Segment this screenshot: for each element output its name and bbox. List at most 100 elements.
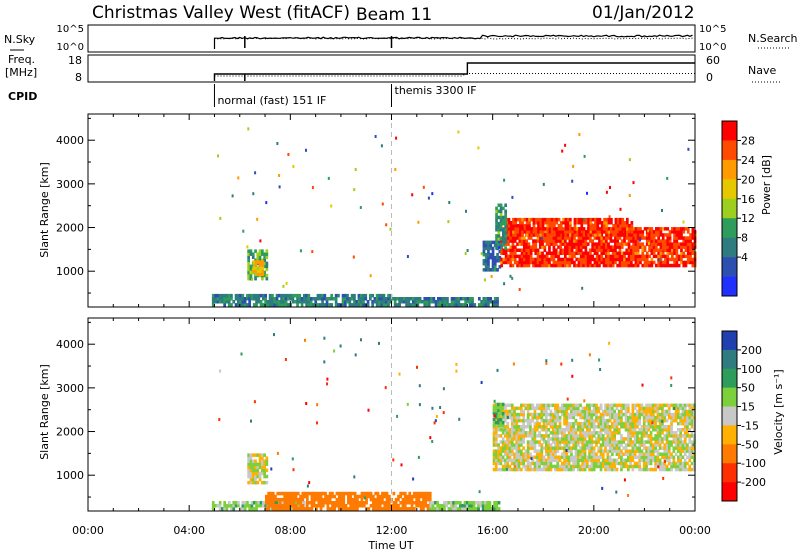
power-cell-1-57 bbox=[443, 303, 447, 307]
velocity-cell-4-1325 bbox=[656, 428, 660, 432]
power-cell-6-73 bbox=[537, 230, 540, 234]
velocity-cell-1-281 bbox=[397, 507, 400, 511]
power-cell-5-519 bbox=[609, 260, 613, 265]
velocity-cell-4-943 bbox=[608, 443, 612, 447]
power-cell-4-57 bbox=[498, 259, 502, 263]
velocity-cell-4-100 bbox=[504, 434, 507, 438]
velocity-cell-1-300 bbox=[406, 507, 409, 511]
velocity-cell-1-151 bbox=[333, 494, 336, 499]
velocity-cell-4-952 bbox=[608, 412, 612, 417]
velocity-cell-1-177 bbox=[347, 507, 350, 511]
velocity-cell-3-25 bbox=[251, 462, 255, 466]
power-cell-4-61 bbox=[498, 240, 502, 245]
velocity-cell-4-1530 bbox=[683, 452, 687, 456]
power-cell-6-29 bbox=[516, 233, 520, 237]
power-speck-61 bbox=[591, 223, 594, 227]
velocity-cell-4-697 bbox=[579, 455, 582, 459]
velocity-cell-4-1503 bbox=[679, 421, 682, 426]
power-cell-0-228 bbox=[375, 297, 379, 301]
power-cell-4-2 bbox=[482, 259, 486, 263]
velocity-cell-4-457 bbox=[549, 449, 553, 453]
velocity-cell-1-19 bbox=[271, 494, 275, 499]
power-cell-5-701 bbox=[645, 227, 649, 231]
power-cell-5-617 bbox=[630, 257, 633, 262]
power-speck-8 bbox=[285, 281, 288, 285]
velocity-cell-4-130 bbox=[508, 467, 512, 472]
power-cell-3-15 bbox=[259, 266, 262, 270]
velocity-cell-4-1438 bbox=[670, 412, 673, 417]
power-cell-5-719 bbox=[650, 242, 654, 246]
velocity-cell-4-966 bbox=[611, 434, 614, 438]
velocity-colorbar-title: Velocity [m s⁻¹] bbox=[772, 369, 785, 454]
velocity-cell-4-1227 bbox=[645, 446, 648, 450]
velocity-cell-4-397 bbox=[542, 464, 546, 469]
velocity-cell-4-385 bbox=[540, 443, 544, 447]
velocity-cell-4-559 bbox=[563, 464, 566, 469]
power-cell-5-1 bbox=[500, 260, 503, 265]
velocity-cell-4-875 bbox=[599, 421, 603, 426]
velocity-cell-4-350 bbox=[535, 449, 539, 453]
power-cell-1-43 bbox=[430, 297, 433, 301]
velocity-cell-4-1181 bbox=[638, 412, 641, 417]
velocity-speck-9 bbox=[417, 455, 420, 459]
velocity-cell-4-107 bbox=[504, 409, 507, 414]
velocity-cell-1-122 bbox=[319, 497, 323, 502]
velocity-cell-4-522 bbox=[556, 415, 560, 420]
velocity-cell-5-24 bbox=[499, 402, 503, 407]
power-cell-5-207 bbox=[543, 245, 547, 249]
power-cell-5-815 bbox=[671, 248, 674, 252]
velocity-cell-4-882 bbox=[601, 461, 605, 466]
velocity-cell-4-1334 bbox=[658, 464, 662, 469]
velocity-cell-4-20 bbox=[494, 461, 498, 466]
velocity-cell-4-147 bbox=[510, 467, 514, 472]
power-cell-0-42 bbox=[241, 303, 245, 307]
velocity-cell-4-42 bbox=[497, 452, 500, 456]
power-ytick-label-2: 3000 bbox=[56, 178, 84, 191]
velocity-cell-1-190 bbox=[351, 501, 355, 505]
power-cell-7-32 bbox=[499, 209, 503, 214]
velocity-cell-4-232 bbox=[520, 440, 523, 444]
velocity-cell-4-302 bbox=[529, 431, 532, 435]
velocity-cell-1-213 bbox=[362, 501, 366, 505]
velocity-cell-1-182 bbox=[349, 507, 352, 511]
power-speck-20 bbox=[480, 252, 483, 256]
velocity-cell-4-1068 bbox=[624, 418, 628, 423]
velocity-cell-4-1295 bbox=[654, 467, 657, 472]
power-cell-5-321 bbox=[568, 257, 572, 262]
velocity-cell-4-786 bbox=[588, 415, 591, 420]
velocity-cell-4-128 bbox=[506, 409, 509, 414]
velocity-cell-4-317 bbox=[531, 437, 535, 441]
power-cell-6-70 bbox=[534, 221, 538, 225]
power-cell-6-93 bbox=[546, 233, 549, 237]
velocity-cell-4-1574 bbox=[688, 421, 692, 426]
power-cell-0-57 bbox=[250, 293, 254, 298]
velocity-speck-85 bbox=[493, 414, 496, 418]
velocity-cell-4-358 bbox=[535, 412, 539, 417]
power-cell-5-140 bbox=[529, 254, 533, 259]
velocity-cell-0-46 bbox=[259, 504, 263, 508]
power-cell-5-445 bbox=[593, 242, 597, 246]
velocity-cell-4-225 bbox=[520, 467, 523, 472]
power-cell-5-289 bbox=[561, 257, 565, 262]
power-cell-4-29 bbox=[489, 252, 493, 257]
power-cell-5-543 bbox=[614, 245, 617, 249]
power-cell-6-144 bbox=[566, 217, 570, 222]
velocity-cell-4-1617 bbox=[693, 406, 696, 411]
velocity-cell-4-1271 bbox=[649, 421, 653, 426]
velocity-cell-2-21 bbox=[447, 501, 451, 505]
power-cell-5-476 bbox=[600, 248, 604, 252]
velocity-cell-0-98 bbox=[303, 501, 306, 505]
velocity-cell-4-1429 bbox=[670, 443, 673, 447]
power-cell-5-632 bbox=[632, 242, 635, 246]
velocity-cell-4-1583 bbox=[690, 455, 694, 459]
velocity-cell-4-396 bbox=[542, 467, 546, 472]
power-cell-5-363 bbox=[577, 263, 581, 268]
velocity-cell-4-757 bbox=[586, 443, 589, 447]
power-cell-5-866 bbox=[682, 260, 686, 265]
velocity-cell-1-121 bbox=[319, 501, 323, 505]
power-cell-5-822 bbox=[673, 257, 676, 262]
velocity-cell-2-11 bbox=[438, 507, 442, 511]
velocity-cell-3-32 bbox=[254, 468, 257, 473]
velocity-cell-4-362 bbox=[538, 464, 541, 469]
power-cell-5-361 bbox=[575, 230, 579, 234]
